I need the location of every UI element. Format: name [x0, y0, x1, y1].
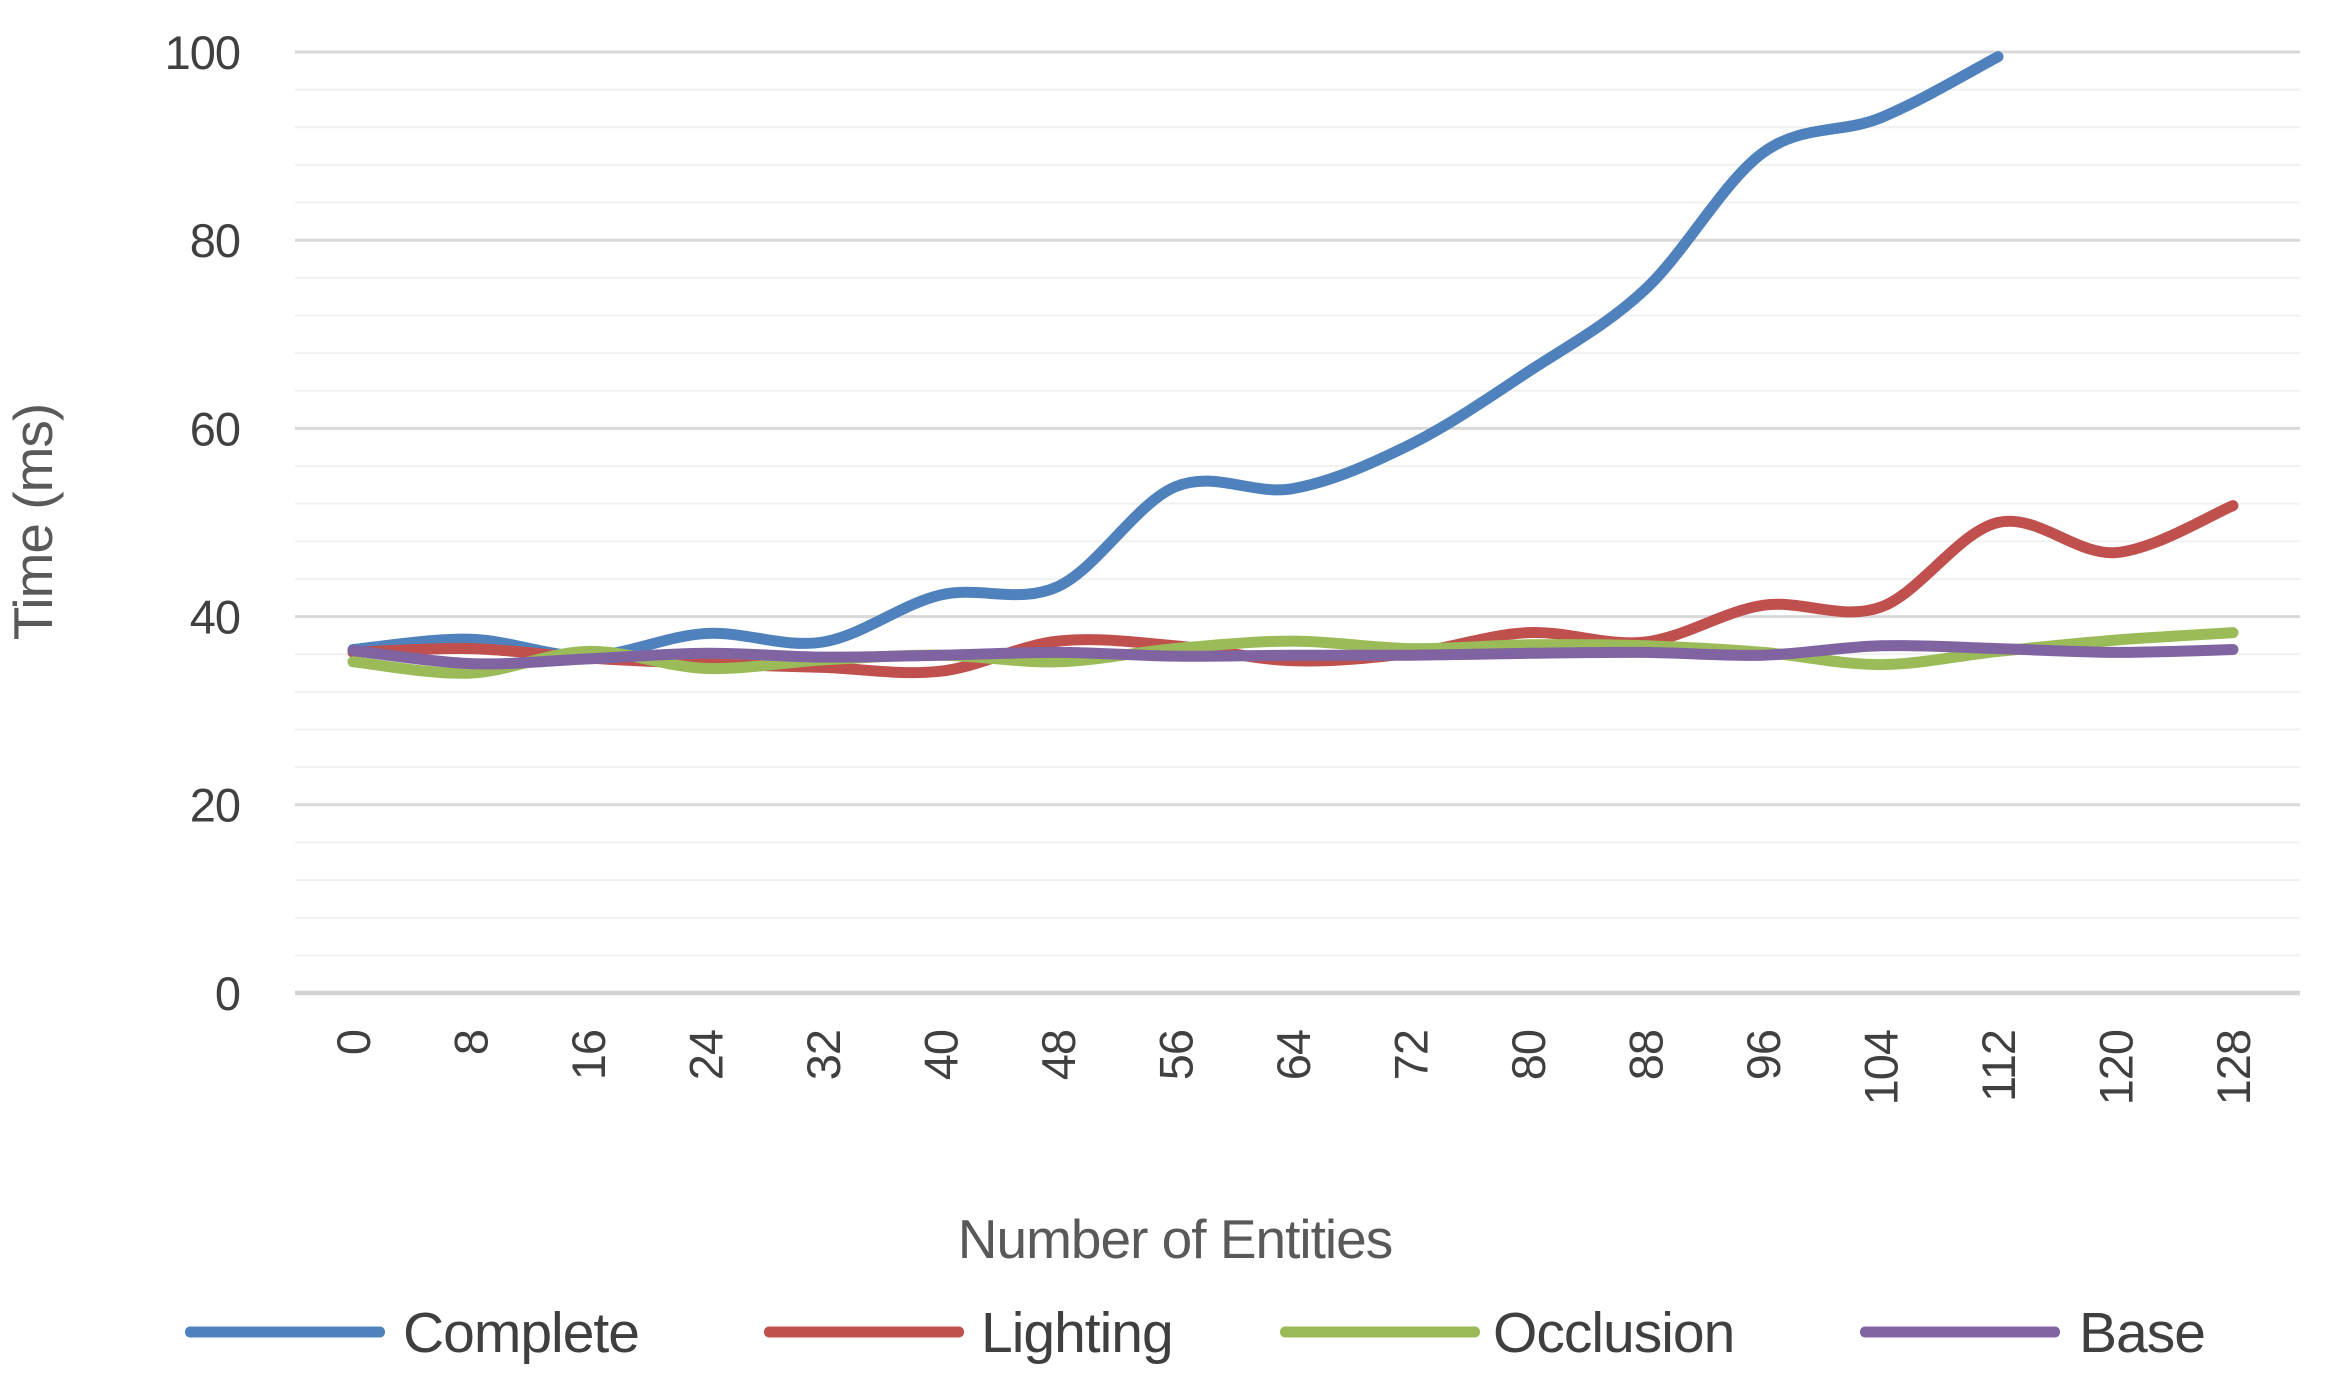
x-tick-label: 24	[679, 1030, 732, 1080]
series-line-base	[347, 640, 2239, 670]
y-tick-label: 20	[190, 779, 240, 832]
x-tick-label: 48	[1032, 1030, 1085, 1080]
x-tick-label: 8	[444, 1030, 497, 1055]
x-tick-label: 80	[1502, 1030, 1555, 1080]
legend-label-base: Base	[2079, 1301, 2205, 1365]
y-tick-label: 40	[190, 591, 240, 644]
legend-item-base: Base	[1860, 1301, 2206, 1365]
legend-label-occlusion: Occlusion	[1493, 1301, 1734, 1365]
y-axis-tick-labels: 0 20 40 60 80 100	[165, 26, 241, 1020]
legend-item-occlusion: Occlusion	[1280, 1301, 1735, 1365]
x-tick-label: 40	[914, 1030, 967, 1080]
series-line-occlusion	[347, 627, 2239, 679]
series-lines	[347, 51, 2239, 679]
x-tick-label: 64	[1267, 1030, 1320, 1080]
legend-swatch-occlusion	[1280, 1326, 1480, 1338]
x-tick-label: 88	[1619, 1030, 1672, 1080]
x-tick-label: 32	[797, 1030, 850, 1080]
series-line-complete	[347, 51, 2004, 662]
legend-label-complete: Complete	[403, 1301, 639, 1365]
legend-label-lighting: Lighting	[981, 1301, 1173, 1365]
x-tick-label: 104	[1854, 1030, 1907, 1105]
y-tick-label: 80	[190, 214, 240, 267]
y-tick-label: 0	[215, 967, 240, 1020]
x-tick-label: 72	[1384, 1030, 1437, 1080]
legend-item-complete: Complete	[185, 1301, 640, 1365]
x-tick-label: 120	[2089, 1030, 2142, 1105]
legend-item-lighting: Lighting	[764, 1301, 1174, 1365]
legend: Complete Lighting Occlusion Base	[185, 1301, 2206, 1365]
gridlines	[295, 50, 2300, 996]
legend-swatch-complete	[185, 1326, 385, 1338]
x-tick-label: 112	[1972, 1030, 2025, 1102]
x-tick-label: 56	[1149, 1030, 1202, 1080]
y-axis-title: Time (ms)	[2, 404, 64, 640]
x-tick-label: 0	[327, 1030, 380, 1055]
x-axis-tick-labels: 0 8 16 24 32 40 48 56 64 72 80 88 96 104 112 120 128	[327, 1030, 2260, 1105]
x-axis-title: Number of Entities	[958, 1208, 1392, 1270]
legend-swatch-base	[1860, 1326, 2060, 1338]
x-tick-label: 96	[1737, 1030, 1790, 1080]
x-tick-label: 128	[2207, 1030, 2260, 1105]
x-tick-label: 16	[562, 1030, 615, 1080]
y-tick-label: 60	[190, 402, 240, 455]
legend-swatch-lighting	[764, 1326, 964, 1338]
y-tick-label: 100	[165, 26, 240, 79]
